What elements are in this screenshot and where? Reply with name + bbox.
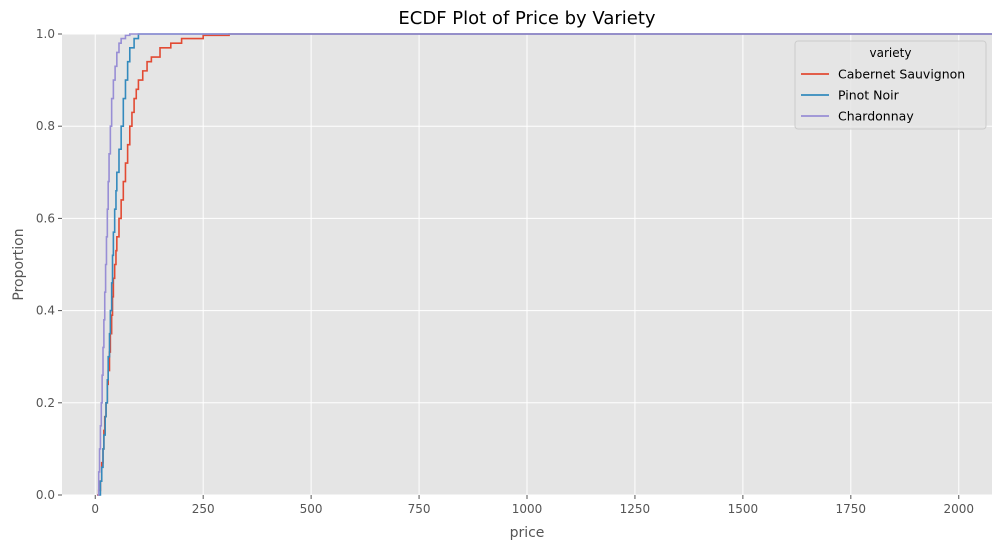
legend-title: variety [870, 46, 912, 60]
x-tick-label: 500 [300, 502, 323, 516]
x-tick-label: 1500 [728, 502, 759, 516]
y-axis-ticks: 0.0 0.2 0.4 0.6 0.8 1.0 [36, 27, 62, 502]
y-tick-label: 0.0 [36, 488, 55, 502]
y-axis-label: Proportion [11, 228, 27, 300]
series-line-chardonnay [97, 33, 992, 496]
legend-box [794, 40, 987, 130]
legend-label: Chardonnay [838, 109, 914, 124]
y-tick-label: 0.6 [36, 211, 55, 225]
x-tick-label: 250 [192, 502, 215, 516]
legend-label: Cabernet Sauvignon [838, 67, 965, 82]
series-line-pinot-noir [98, 33, 992, 496]
x-tick-label: 1750 [836, 502, 867, 516]
y-tick-label: 0.2 [36, 396, 55, 410]
chart-title: ECDF Plot of Price by Variety [398, 8, 656, 29]
y-tick-label: 0.4 [36, 304, 55, 318]
series-layer [96, 33, 992, 496]
x-tick-label: 0 [91, 502, 99, 516]
y-tick-label: 0.8 [36, 119, 55, 133]
legend-items: Cabernet Sauvignon Pinot Noir Chardonnay [801, 67, 965, 124]
x-tick-label: 750 [408, 502, 431, 516]
x-tick-label: 1000 [512, 502, 543, 516]
x-tick-label: 1250 [620, 502, 651, 516]
legend-label: Pinot Noir [838, 88, 900, 103]
x-axis-label: price [510, 525, 545, 541]
x-axis-ticks: 0 250 500 750 1000 1250 1500 1750 2000 [91, 495, 974, 516]
y-tick-label: 1.0 [36, 27, 55, 41]
legend: variety Cabernet Sauvignon Pinot Noir Char… [794, 40, 987, 130]
x-tick-label: 2000 [943, 502, 974, 516]
